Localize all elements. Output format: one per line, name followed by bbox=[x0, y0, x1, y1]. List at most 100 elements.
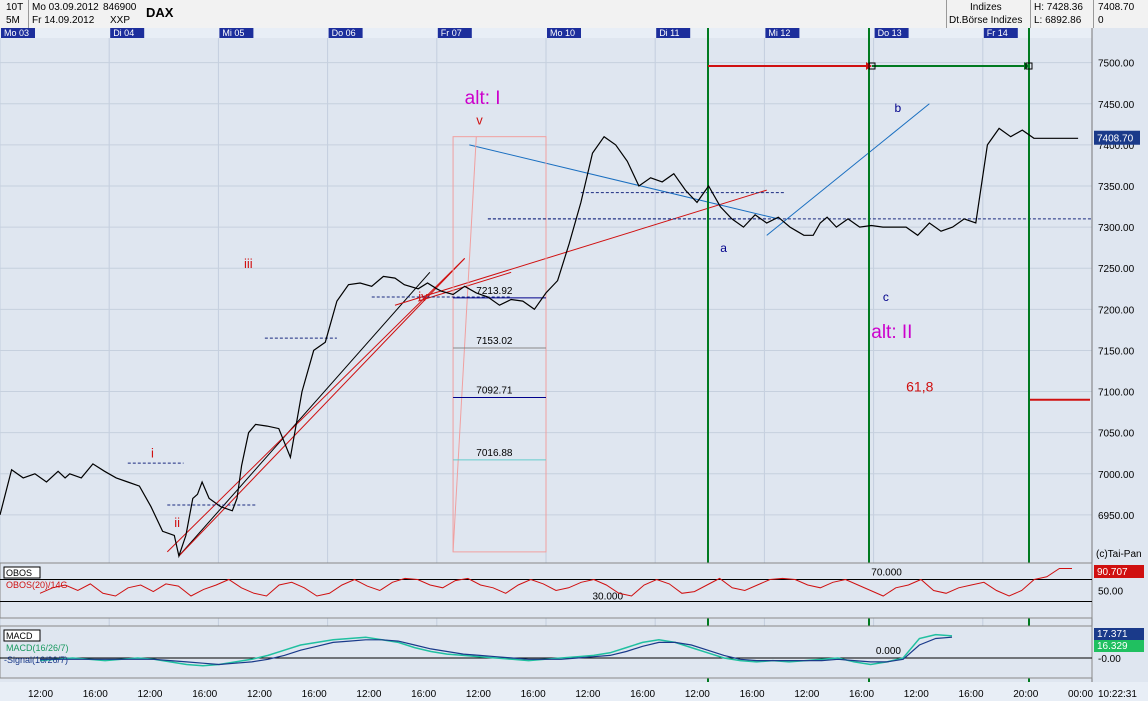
wave-label: ii bbox=[174, 515, 180, 530]
price-line bbox=[0, 127, 1079, 559]
macd-name: MACD bbox=[6, 631, 33, 641]
fib-level-label: 7153.02 bbox=[476, 336, 513, 347]
y-tick-label: 7500.00 bbox=[1098, 59, 1135, 70]
time-axis bbox=[0, 682, 1148, 701]
day-label: Mi 05 bbox=[222, 28, 244, 38]
y-tick-label: 7050.00 bbox=[1098, 429, 1135, 440]
macd-value-bg bbox=[1094, 628, 1144, 640]
day-label-bg bbox=[328, 28, 363, 38]
macd-pane bbox=[0, 625, 1093, 679]
wave-label: i bbox=[151, 445, 154, 460]
time-label: 16:00 bbox=[740, 689, 765, 700]
day-label-bg bbox=[1, 28, 35, 38]
y-tick-label: 7150.00 bbox=[1098, 346, 1135, 357]
date-to[interactable]: Fr 14.09.2012 bbox=[32, 15, 95, 26]
y-tick-label: 7400.00 bbox=[1098, 141, 1135, 152]
header-bar: 10T 5M Mo 03.09.2012 Fr 14.09.2012 84690… bbox=[0, 0, 1148, 29]
time-label: 12:00 bbox=[356, 689, 381, 700]
high-value: H: 7428.36 bbox=[1034, 2, 1083, 13]
time-label: 16:00 bbox=[849, 689, 874, 700]
day-label-bg bbox=[547, 28, 581, 38]
obos-name: OBOS bbox=[6, 568, 32, 578]
y-tick-label: 6950.00 bbox=[1098, 511, 1135, 522]
time-label: 16:00 bbox=[959, 689, 984, 700]
arrow-handle bbox=[868, 62, 876, 70]
wave-label: iv bbox=[418, 289, 428, 304]
clock-label: 10:22:31 bbox=[1098, 689, 1137, 700]
obos-line bbox=[39, 568, 1072, 597]
wave-label: a bbox=[720, 241, 727, 255]
wave-label: b bbox=[895, 101, 902, 115]
low-value: L: 6892.86 bbox=[1034, 15, 1082, 26]
obos-legend: OBOS(20)/14G bbox=[6, 580, 68, 590]
time-label: 16:00 bbox=[411, 689, 436, 700]
wave-label: iii bbox=[244, 256, 253, 271]
last-price-label: 7408.70 bbox=[1097, 134, 1134, 145]
time-label: 16:00 bbox=[630, 689, 655, 700]
time-label: 16:00 bbox=[521, 689, 546, 700]
last-value: 7408.70 bbox=[1098, 2, 1135, 13]
y-tick-label: 7000.00 bbox=[1098, 470, 1135, 481]
day-label: Fr 07 bbox=[441, 28, 462, 38]
day-label: Mo 10 bbox=[550, 28, 575, 38]
date-from[interactable]: Mo 03.09.2012 bbox=[32, 2, 99, 13]
time-label: 16:00 bbox=[302, 689, 327, 700]
y-tick-label: 7200.00 bbox=[1098, 305, 1135, 316]
day-label: Mo 03 bbox=[4, 28, 29, 38]
y-tick-label: 7450.00 bbox=[1098, 100, 1135, 111]
interval-bottom[interactable]: 5M bbox=[6, 15, 20, 26]
day-label: Di 04 bbox=[113, 28, 134, 38]
time-label: 00:00 bbox=[1068, 689, 1093, 700]
security-code: 846900 bbox=[103, 2, 137, 13]
macd-value: 17.371 bbox=[1097, 629, 1128, 640]
y-tick-label: 7250.00 bbox=[1098, 264, 1135, 275]
category-label: Indizes bbox=[970, 2, 1002, 13]
day-label: Di 11 bbox=[659, 28, 679, 38]
fib-level-label: 7213.92 bbox=[476, 286, 513, 297]
fib-level-label: 7092.71 bbox=[476, 386, 513, 397]
last-price-bg bbox=[1094, 130, 1140, 145]
time-label: 12:00 bbox=[247, 689, 272, 700]
wave-label: alt: I bbox=[465, 88, 501, 109]
triangle-upper bbox=[469, 144, 779, 220]
time-label: 12:00 bbox=[28, 689, 53, 700]
y-tick-label: 7350.00 bbox=[1098, 182, 1135, 193]
day-label: Mi 12 bbox=[768, 28, 790, 38]
price-chart[interactable]: Mo 03 Di 04 Mi 05 Do 06 Fr 07 Mo 10 Di 11 Mi 12… bbox=[0, 28, 1148, 701]
macd-axis-label: -0.00 bbox=[1098, 654, 1121, 665]
obos-axis-label: 50.00 bbox=[1098, 587, 1123, 598]
obos-tag bbox=[3, 566, 41, 579]
fib-diagonal bbox=[452, 136, 477, 552]
day-label-bg bbox=[110, 28, 145, 38]
trendline-red-2 bbox=[166, 257, 466, 553]
macd-zero-label: 0.000 bbox=[876, 646, 901, 657]
fib-level-label: 7016.88 bbox=[476, 448, 513, 459]
wave-label: c bbox=[883, 290, 889, 304]
signal-legend: -Signal(16/26/7) bbox=[4, 655, 68, 665]
time-label: 12:00 bbox=[137, 689, 162, 700]
interval-top[interactable]: 10T bbox=[6, 2, 24, 13]
day-label: Do 13 bbox=[878, 28, 902, 38]
trendline-red-1 bbox=[178, 258, 466, 557]
obos-low-label: 30.000 bbox=[592, 592, 623, 603]
time-label: 12:00 bbox=[794, 689, 819, 700]
time-label: 20:00 bbox=[1013, 689, 1038, 700]
day-label-bg bbox=[219, 28, 254, 38]
source-label: Dt.Börse Indizes bbox=[949, 15, 1023, 26]
change-value: 0 bbox=[1098, 15, 1104, 26]
time-label: 16:00 bbox=[192, 689, 217, 700]
arrow-handle bbox=[1025, 62, 1033, 70]
day-label-bg bbox=[437, 28, 472, 38]
y-tick-label: 7300.00 bbox=[1098, 223, 1135, 234]
time-label: 12:00 bbox=[904, 689, 929, 700]
copyright-label: (c)Tai-Pan bbox=[1096, 549, 1142, 560]
macd-tag bbox=[3, 629, 41, 642]
wave-label: v bbox=[476, 112, 483, 127]
day-label: Do 06 bbox=[332, 28, 356, 38]
y-tick-label: 7100.00 bbox=[1098, 388, 1135, 399]
day-label: Fr 14 bbox=[987, 28, 1008, 38]
symbol-title: DAX bbox=[146, 5, 174, 20]
time-label: 12:00 bbox=[466, 689, 491, 700]
time-label: 12:00 bbox=[685, 689, 710, 700]
